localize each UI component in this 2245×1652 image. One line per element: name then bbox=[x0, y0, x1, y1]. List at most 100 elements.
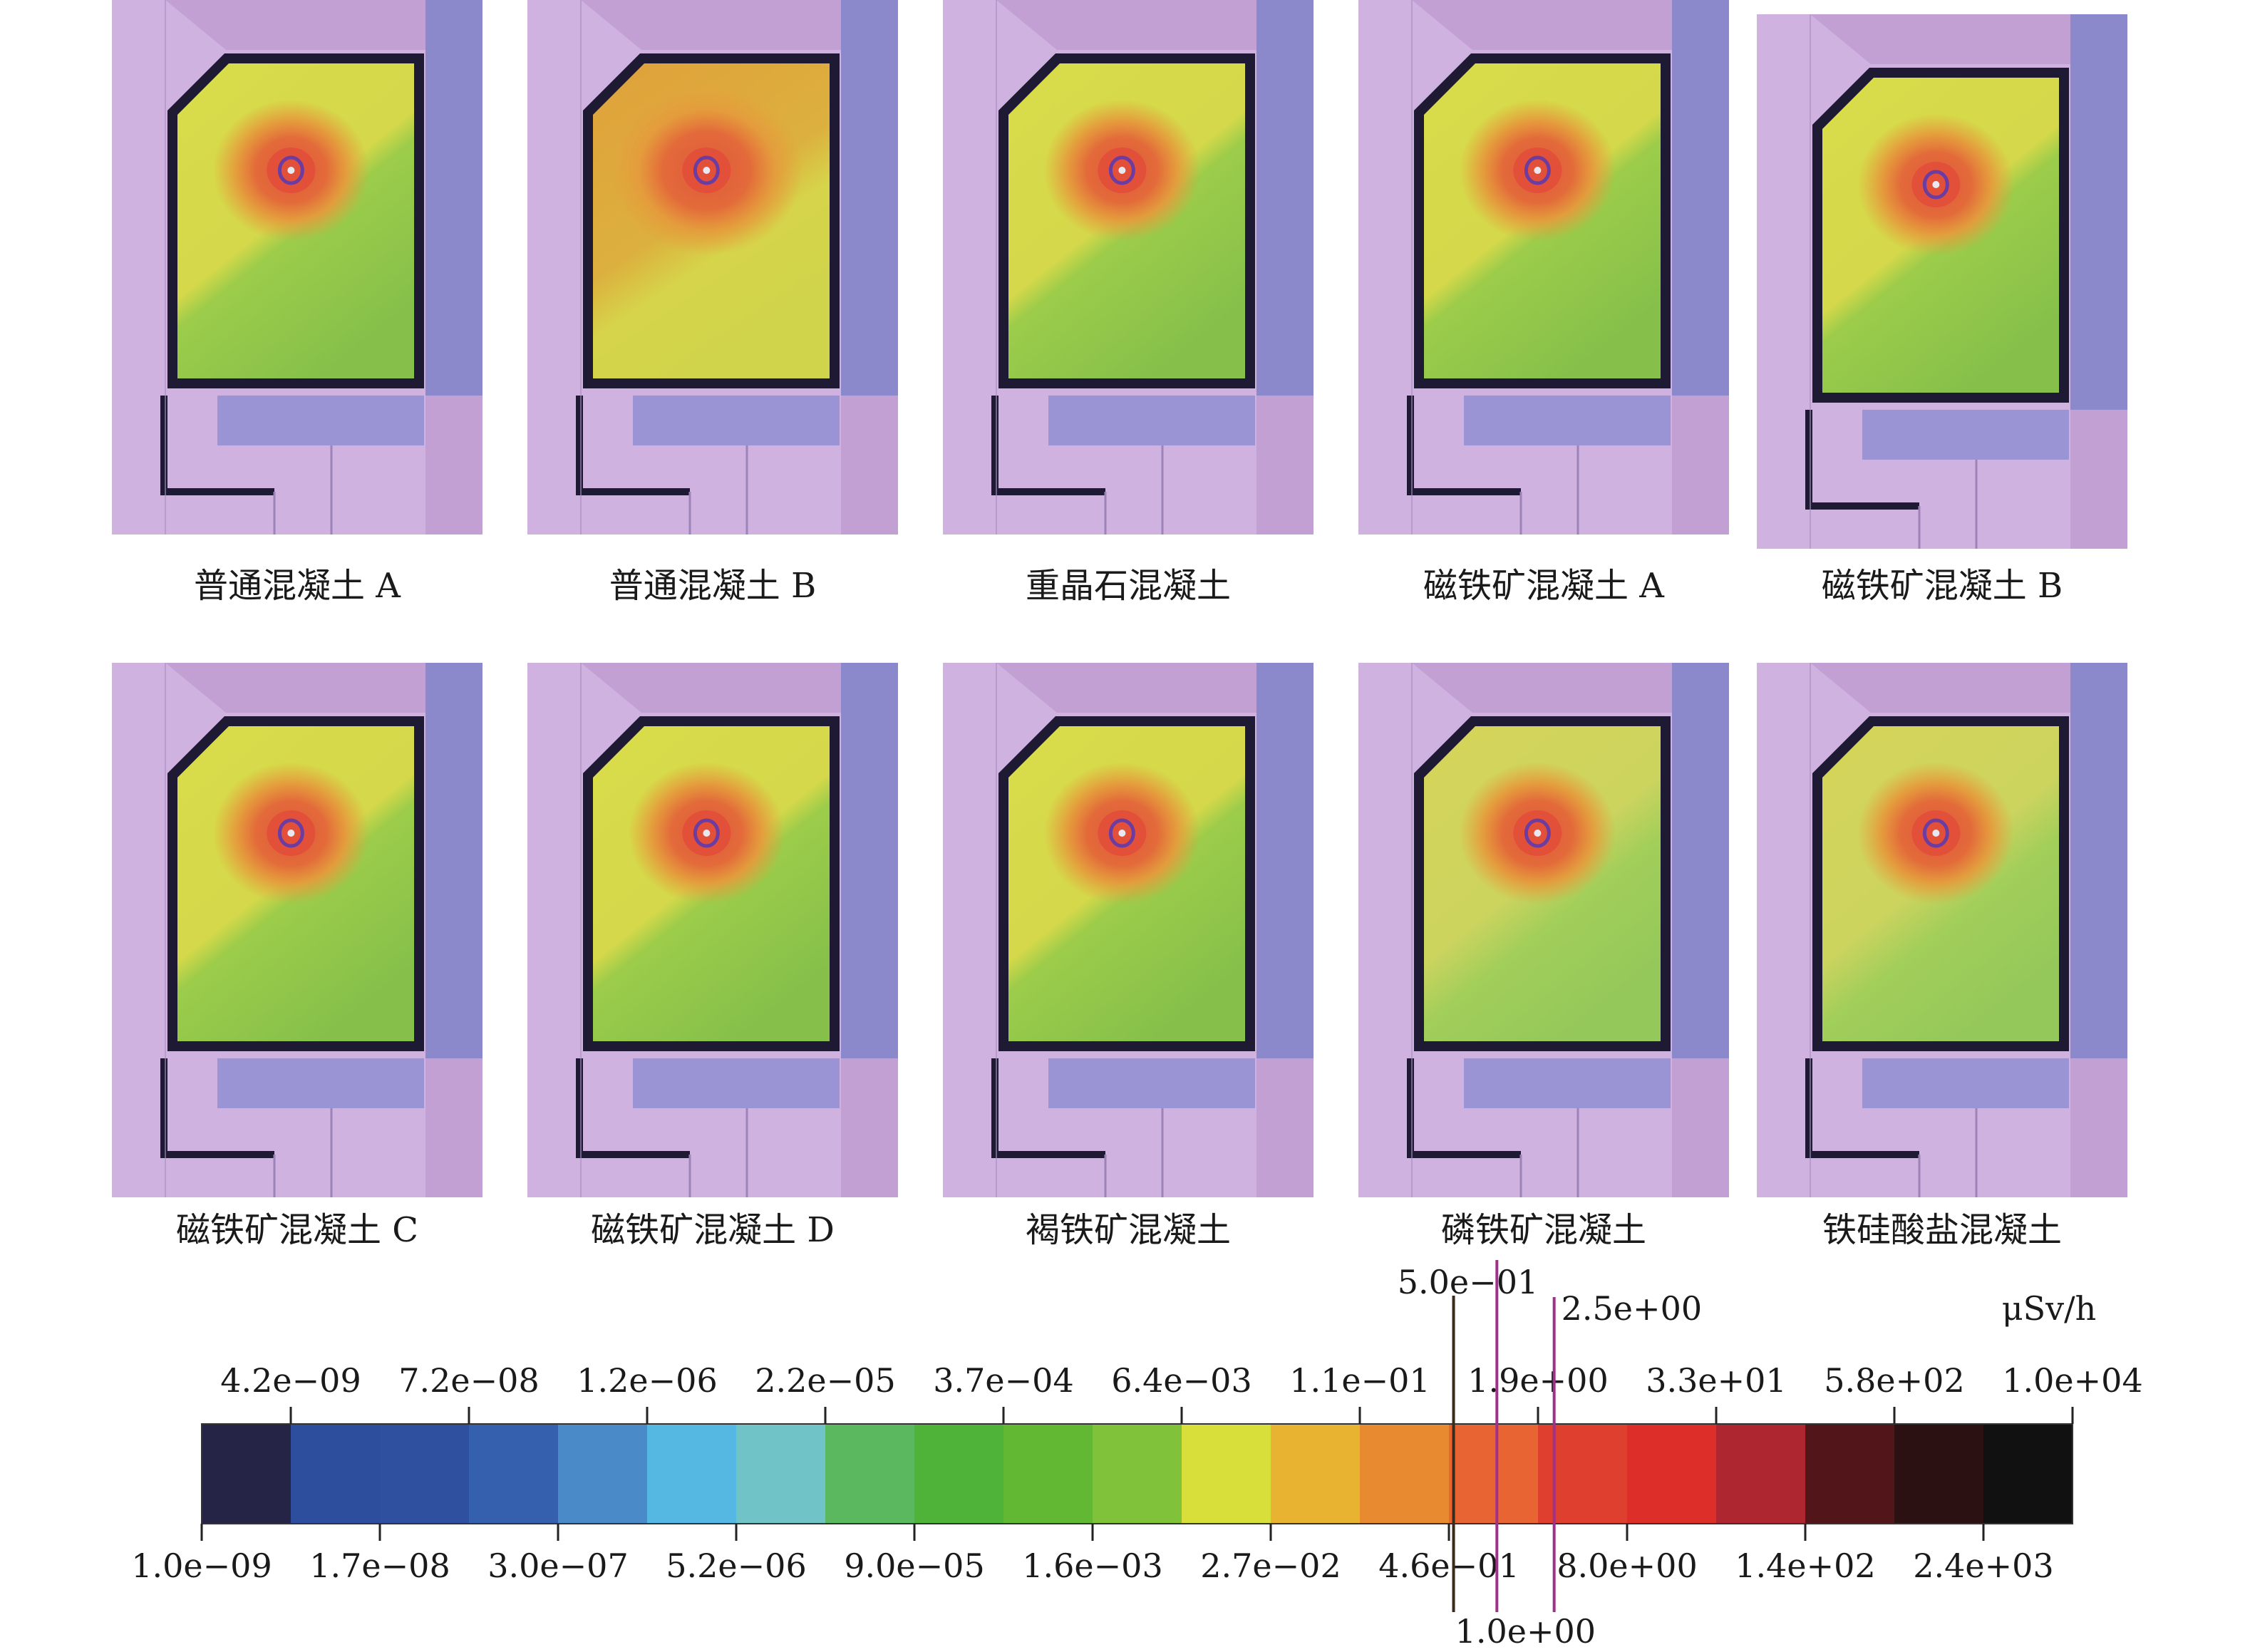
panel-captions: 普通混凝土 A 普通混凝土 B 重晶石混凝土 磁铁矿混凝土 A 磁铁矿混凝土 B 磁铁矿混… bbox=[176, 566, 2063, 1250]
top-wall bbox=[1358, 663, 1672, 713]
colorbar-segment bbox=[1805, 1424, 1895, 1524]
panel-4 bbox=[1358, 0, 1729, 535]
lower-corridor-edge bbox=[576, 1058, 690, 1158]
colorbar-segment bbox=[1271, 1424, 1361, 1524]
colorbar-segment bbox=[291, 1424, 381, 1524]
panel-caption: 普通混凝土 A bbox=[194, 566, 401, 606]
colorbar-top-label: 5.8e+02 bbox=[1824, 1361, 1964, 1400]
top-wall bbox=[527, 663, 841, 713]
colorbar-segment bbox=[825, 1424, 915, 1524]
lower-corridor-edge bbox=[160, 1058, 274, 1158]
colorbar-top-label: 2.2e−05 bbox=[755, 1361, 895, 1400]
panel-caption: 磁铁矿混凝土 C bbox=[176, 1210, 418, 1250]
lower-blue-slab bbox=[1464, 1058, 1671, 1108]
panel-9 bbox=[1358, 663, 1729, 1197]
colorbar-segment bbox=[1983, 1424, 2073, 1524]
top-wall bbox=[1358, 0, 1672, 50]
lower-right-wall bbox=[2070, 1058, 2127, 1197]
right-wall-blue bbox=[425, 663, 482, 1058]
panel-caption: 普通混凝土 B bbox=[609, 566, 817, 606]
colorbar-segment bbox=[1894, 1424, 1984, 1524]
source-ring bbox=[1108, 155, 1135, 185]
colorbar-bottom-label: 5.2e−06 bbox=[666, 1547, 806, 1585]
lower-corridor-edge bbox=[991, 396, 1105, 495]
lower-corridor-edge bbox=[991, 1058, 1105, 1158]
source-ring bbox=[693, 155, 720, 185]
colorbar-bottom-label: 1.6e−03 bbox=[1022, 1547, 1162, 1585]
panel-3 bbox=[943, 0, 1314, 535]
top-wall bbox=[943, 0, 1256, 50]
right-wall-blue bbox=[2070, 663, 2127, 1058]
colorbar-segment bbox=[1182, 1424, 1271, 1524]
source-ring bbox=[277, 818, 304, 848]
lower-right-wall bbox=[1256, 396, 1314, 535]
lower-right-wall bbox=[841, 1058, 898, 1197]
top-wall bbox=[1757, 663, 2070, 713]
right-wall-blue bbox=[1672, 663, 1729, 1058]
colorbar-bottom-label: 2.7e−02 bbox=[1200, 1547, 1341, 1585]
source-point bbox=[1534, 830, 1542, 837]
source-point bbox=[1118, 167, 1126, 174]
colorbar-unit: μSv/h bbox=[2002, 1289, 2097, 1328]
panel-7 bbox=[527, 663, 898, 1197]
lower-right-wall bbox=[841, 396, 898, 535]
colorbar-bottom-label: 1.4e+02 bbox=[1735, 1547, 1875, 1585]
lower-blue-slab bbox=[1048, 396, 1255, 445]
lower-blue-slab bbox=[1862, 410, 2069, 460]
source-point bbox=[703, 830, 711, 837]
colorbar-segment bbox=[1449, 1424, 1539, 1524]
colorbar-top-label: 7.2e−08 bbox=[398, 1361, 539, 1400]
colorbar-bottom-label: 8.0e+00 bbox=[1557, 1547, 1697, 1585]
lower-blue-slab bbox=[1048, 1058, 1255, 1108]
lower-right-wall bbox=[1672, 1058, 1729, 1197]
lower-blue-slab bbox=[1862, 1058, 2069, 1108]
lower-blue-slab bbox=[633, 1058, 840, 1108]
right-wall-blue bbox=[1256, 0, 1314, 396]
marker-label-2-5: 2.5e+00 bbox=[1562, 1289, 1702, 1328]
panel-2 bbox=[527, 0, 898, 535]
colorbar-segment bbox=[1627, 1424, 1717, 1524]
colorbar-frame bbox=[201, 1423, 2073, 1524]
marker-label-1-0: 1.0e+00 bbox=[1455, 1612, 1596, 1651]
right-wall-blue bbox=[1672, 0, 1729, 396]
colorbar-segment bbox=[1716, 1424, 1806, 1524]
source-ring bbox=[277, 155, 304, 185]
lower-blue-slab bbox=[1464, 396, 1671, 445]
source-ring bbox=[1524, 155, 1551, 185]
panel-caption: 铁硅酸盐混凝土 bbox=[1822, 1210, 2062, 1250]
lower-right-wall bbox=[2070, 410, 2127, 549]
colorbar-bottom-label: 9.0e−05 bbox=[844, 1547, 984, 1585]
marker-label-0-5: 5.0e−01 bbox=[1398, 1263, 1538, 1301]
top-wall bbox=[112, 663, 425, 713]
colorbar-segment bbox=[380, 1424, 470, 1524]
source-point bbox=[1534, 167, 1542, 174]
colorbar-top-label: 4.2e−09 bbox=[220, 1361, 361, 1400]
colorbar-segment bbox=[1003, 1424, 1093, 1524]
colorbar-segment bbox=[736, 1424, 826, 1524]
colorbar-bottom-label: 3.0e−07 bbox=[487, 1547, 628, 1585]
colorbar-segment bbox=[558, 1424, 648, 1524]
colorbar-top-label: 3.3e+01 bbox=[1646, 1361, 1786, 1400]
lower-corridor-edge bbox=[1407, 1058, 1521, 1158]
source-ring bbox=[1108, 818, 1135, 848]
colorbar-segment bbox=[202, 1424, 291, 1524]
panel-caption: 磁铁矿混凝土 B bbox=[1822, 566, 2063, 606]
colorbar-segment bbox=[1538, 1424, 1628, 1524]
colorbar-top-label: 1.2e−06 bbox=[577, 1361, 717, 1400]
colorbar-segment bbox=[914, 1424, 1004, 1524]
panel-caption: 磁铁矿混凝土 D bbox=[591, 1210, 835, 1250]
lower-right-wall bbox=[425, 1058, 482, 1197]
source-ring bbox=[693, 818, 720, 848]
lower-blue-slab bbox=[217, 396, 424, 445]
source-ring bbox=[1922, 818, 1949, 848]
lower-corridor-edge bbox=[1805, 1058, 1919, 1158]
colorbar-segment bbox=[469, 1424, 559, 1524]
panel-caption: 磷铁矿混凝土 bbox=[1441, 1210, 1646, 1250]
colorbar-top-label: 1.9e+00 bbox=[1467, 1361, 1608, 1400]
lower-corridor-edge bbox=[1407, 396, 1521, 495]
colorbar-top-label: 3.7e−04 bbox=[933, 1361, 1073, 1400]
source-point bbox=[703, 167, 711, 174]
panel-grid bbox=[112, 0, 2127, 1197]
source-point bbox=[287, 830, 295, 837]
